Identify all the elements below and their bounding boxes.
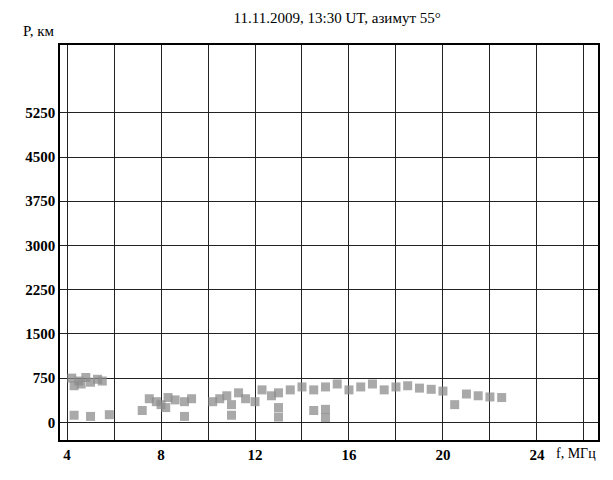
svg-text:3750: 3750: [25, 193, 55, 209]
svg-text:8: 8: [157, 447, 165, 463]
svg-text:0: 0: [48, 415, 56, 431]
svg-text:2250: 2250: [25, 282, 55, 298]
svg-text:4500: 4500: [25, 149, 55, 165]
svg-text:f, МГц: f, МГц: [556, 446, 596, 461]
svg-text:3000: 3000: [25, 238, 55, 254]
svg-text:5250: 5250: [25, 105, 55, 121]
svg-text:11.11.2009, 13:30 UT, азимут 5: 11.11.2009, 13:30 UT, азимут 55°: [234, 10, 441, 26]
svg-text:16: 16: [341, 447, 357, 463]
svg-text:1500: 1500: [25, 326, 55, 342]
svg-text:4: 4: [63, 447, 71, 463]
svg-text:P, км: P, км: [23, 23, 54, 39]
svg-text:24: 24: [529, 447, 545, 463]
svg-text:20: 20: [435, 447, 450, 463]
svg-text:750: 750: [33, 370, 56, 386]
svg-text:12: 12: [248, 447, 263, 463]
